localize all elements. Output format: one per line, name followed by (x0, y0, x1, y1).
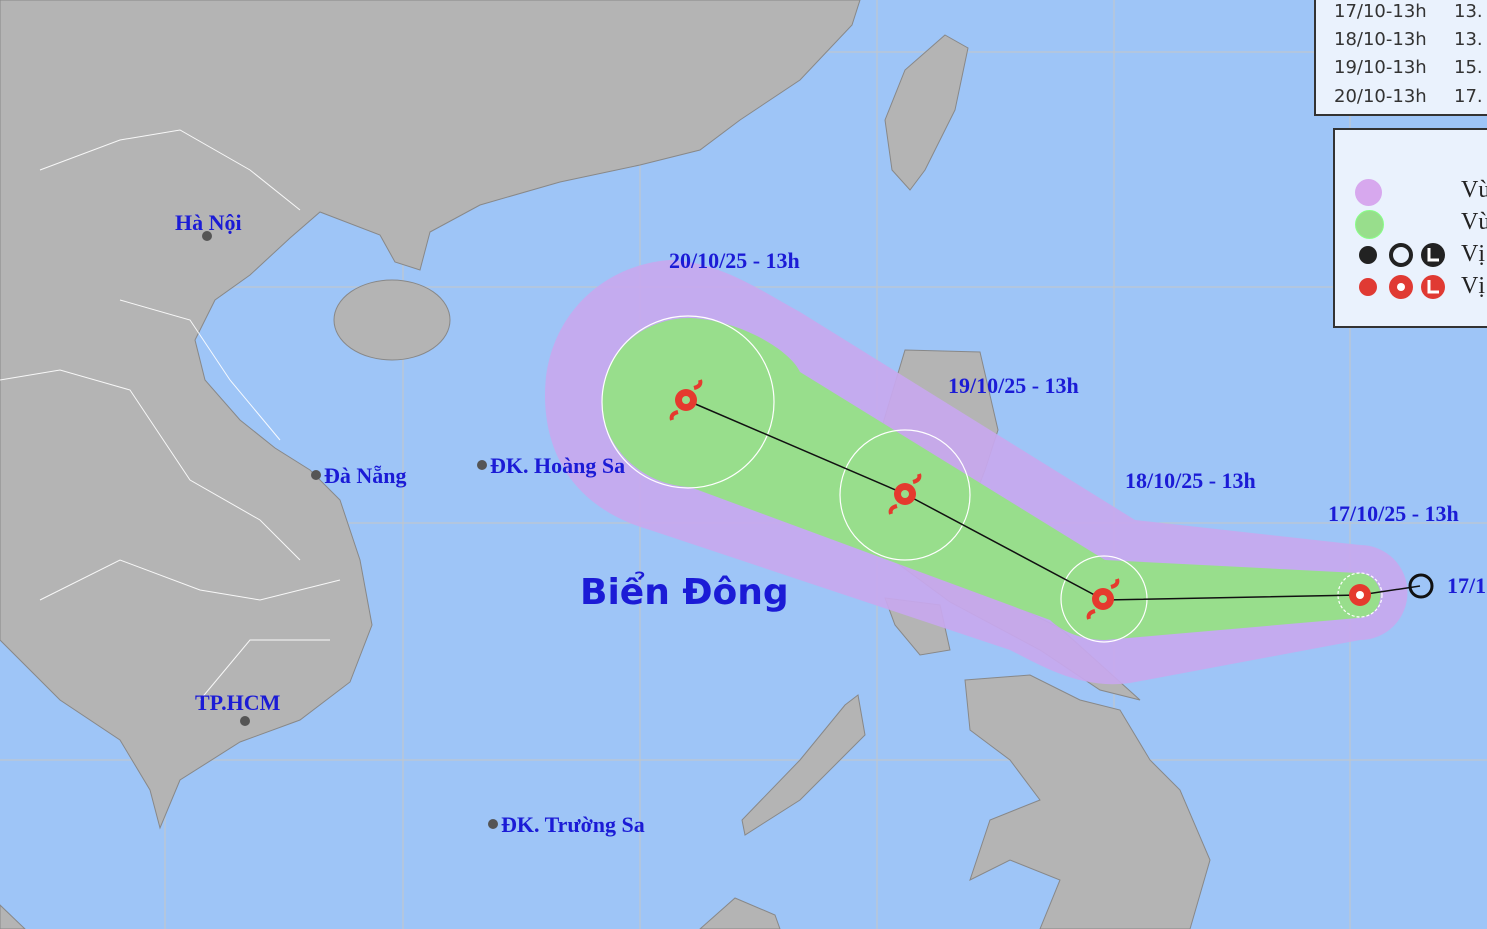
legend-item-wind-zone (1355, 209, 1384, 239)
wind-zone (602, 318, 1381, 640)
city-dots (202, 231, 498, 829)
palawan (741, 694, 866, 836)
row-time: 17/10-13h (1334, 1, 1427, 22)
track-label-current: 17/1 (1447, 573, 1487, 598)
track-label-18-10: 18/10/25 - 13h (1125, 468, 1256, 493)
red-storm-symbols-icon (1359, 275, 1445, 299)
visayas-mindanao (964, 674, 1211, 929)
landmass (0, 0, 1211, 929)
track-label-19-10: 19/10/25 - 13h (948, 373, 1079, 398)
row-time: 18/10-13h (1334, 29, 1427, 50)
legend-item-past (1355, 241, 1455, 269)
purple-dot-icon (1355, 178, 1382, 206)
row-time: 19/10-13h (1334, 57, 1427, 78)
row-value: 13. (1454, 29, 1483, 50)
city-label-hanoi: Hà Nội (175, 210, 242, 235)
hainan (333, 279, 451, 361)
legend-label: Vù (1461, 177, 1487, 203)
city-label-danang: Đà Nẵng (324, 463, 407, 488)
borders (0, 129, 341, 701)
mainland-asia (0, 0, 861, 830)
legend-label: Vù (1461, 209, 1487, 235)
black-storm-symbols-icon (1359, 243, 1445, 267)
typhoon-icon (1086, 578, 1120, 620)
city-label-truong-sa: ĐK. Trường Sa (501, 812, 645, 837)
legend-item-risk-zone (1355, 178, 1382, 206)
legend-label: Vị (1461, 241, 1485, 267)
table-row: 17/10-13h 13. (1334, 1, 1483, 22)
storm-symbols (669, 379, 1434, 620)
city-label-hoang-sa: ĐK. Hoàng Sa (490, 453, 626, 478)
legend-label: Vị (1461, 273, 1485, 299)
row-value: 17. (1454, 86, 1483, 107)
past-position-icon (1408, 573, 1434, 599)
typhoon-icon (669, 379, 703, 421)
storm-current-icon (1349, 584, 1371, 606)
table-row: 20/10-13h 17. (1334, 86, 1483, 107)
typhoon-icon (888, 473, 922, 515)
row-value: 15. (1454, 57, 1483, 78)
table-row: 19/10-13h 15. (1334, 57, 1483, 78)
row-value: 13. (1454, 1, 1483, 22)
green-dot-icon (1355, 209, 1384, 239)
track-label-17-10: 17/10/25 - 13h (1328, 501, 1459, 526)
city-label-tphcm: TP.HCM (195, 690, 281, 715)
legend: Vù Vù Vị Vị (1333, 128, 1487, 328)
sea-label: Biển Đông (580, 572, 789, 613)
track-label-20-10: 20/10/25 - 13h (669, 248, 800, 273)
forecast-table: 17/10-13h 13. 18/10-13h 13. 19/10-13h 15. 2… (1314, 0, 1487, 116)
legend-item-forecast (1355, 273, 1455, 301)
taiwan (884, 34, 969, 191)
row-time: 20/10-13h (1334, 86, 1427, 107)
borneo (699, 897, 781, 929)
radius-circles (601, 315, 1383, 643)
table-row: 18/10-13h 13. (1334, 29, 1483, 50)
